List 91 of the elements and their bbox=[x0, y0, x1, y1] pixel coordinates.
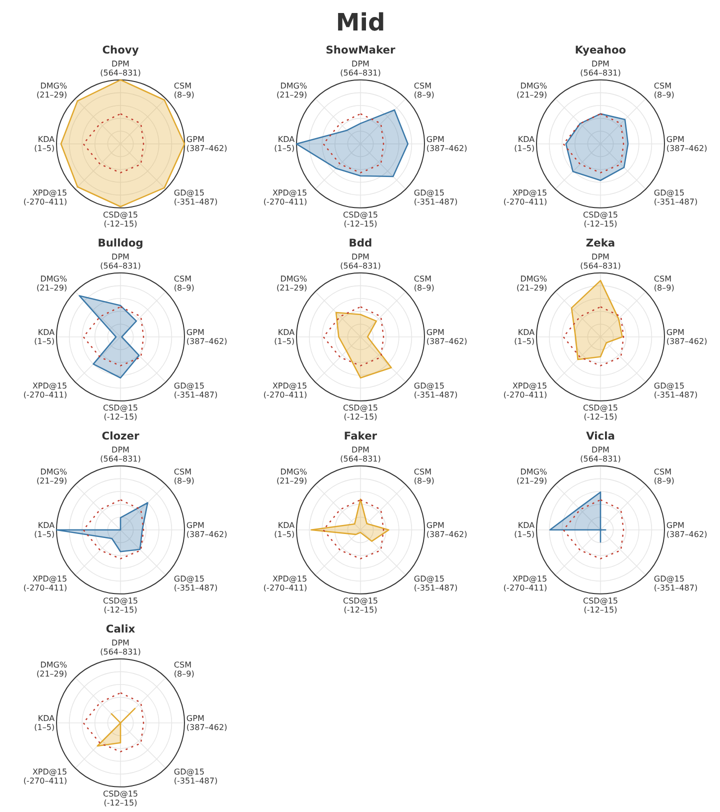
chart-title: Zeka bbox=[586, 236, 616, 250]
spoke-label: DMG% (21–29) bbox=[36, 468, 68, 486]
spoke-label: DMG% (21–29) bbox=[36, 82, 68, 100]
spoke-label: CSD@15 (-12–15) bbox=[343, 403, 378, 422]
spoke-label: DPM (564–831) bbox=[340, 59, 381, 78]
spoke-label: DMG% (21–29) bbox=[516, 82, 548, 100]
spoke-label: GD@15 (-351–487) bbox=[654, 188, 698, 206]
spoke-label: DMG% (21–29) bbox=[276, 468, 308, 486]
spoke-label: GD@15 (-351–487) bbox=[654, 574, 698, 592]
spoke-label: CSD@15 (-12–15) bbox=[583, 596, 618, 614]
spoke-label: CSD@15 (-12–15) bbox=[103, 789, 138, 808]
spoke-label: DMG% (21–29) bbox=[36, 274, 68, 292]
spoke-label: XPD@15 (-270–411) bbox=[23, 574, 68, 592]
spoke-label: DMG% (21–29) bbox=[36, 660, 68, 678]
spoke-label: DMG% (21–29) bbox=[276, 274, 308, 292]
spoke-label: KDA (1–5) bbox=[274, 134, 296, 153]
text: Mid bbox=[336, 8, 386, 36]
spoke-label: CSM (8–9) bbox=[414, 468, 434, 486]
spoke-label: DPM (564–831) bbox=[580, 445, 621, 464]
spoke-label: XPD@15 (-270–411) bbox=[23, 381, 68, 400]
spoke-label: GPM (387–462) bbox=[426, 328, 468, 346]
spoke-label: XPD@15 (-270–411) bbox=[263, 574, 308, 592]
spoke-label: GPM (387–462) bbox=[186, 714, 228, 732]
spoke-label: CSD@15 (-12–15) bbox=[103, 210, 138, 228]
spoke-label: KDA (1–5) bbox=[34, 134, 56, 153]
spoke-label: DPM (564–831) bbox=[100, 252, 141, 270]
spoke-label: CSM (8–9) bbox=[174, 468, 194, 486]
spoke-label: GPM (387–462) bbox=[186, 134, 228, 153]
spoke-label: XPD@15 (-270–411) bbox=[503, 381, 548, 400]
spoke-label: CSM (8–9) bbox=[174, 82, 194, 100]
spoke-label: CSD@15 (-12–15) bbox=[103, 596, 138, 614]
spoke-label: DMG% (21–29) bbox=[516, 274, 548, 292]
spoke-label: KDA (1–5) bbox=[34, 714, 56, 732]
spoke-label: GPM (387–462) bbox=[666, 328, 708, 346]
spoke-label: GD@15 (-351–487) bbox=[174, 381, 218, 400]
spoke-label: DMG% (21–29) bbox=[276, 82, 308, 100]
spoke-label: GD@15 (-351–487) bbox=[174, 188, 218, 206]
spoke-label: CSD@15 (-12–15) bbox=[343, 210, 378, 228]
spoke-label: CSD@15 (-12–15) bbox=[103, 403, 138, 422]
spoke-label: DPM (564–831) bbox=[580, 59, 621, 78]
spoke-label: CSM (8–9) bbox=[174, 660, 194, 678]
spoke-label: KDA (1–5) bbox=[34, 328, 56, 346]
spoke-label: GPM (387–462) bbox=[426, 134, 468, 153]
spoke-label: CSM (8–9) bbox=[654, 468, 674, 486]
spoke-label: CSM (8–9) bbox=[654, 82, 674, 100]
spoke-label: DPM (564–831) bbox=[100, 445, 141, 464]
spoke-label: GPM (387–462) bbox=[186, 328, 228, 346]
chart-title: Faker bbox=[344, 430, 378, 443]
chart-title: Clozer bbox=[102, 430, 140, 443]
spoke-label: CSD@15 (-12–15) bbox=[583, 403, 618, 422]
spoke-label: DMG% (21–29) bbox=[516, 468, 548, 486]
chart-title: ShowMaker bbox=[326, 44, 396, 57]
spoke-label: GD@15 (-351–487) bbox=[414, 574, 458, 592]
spoke-label: XPD@15 (-270–411) bbox=[23, 188, 68, 206]
spoke-label: DPM (564–831) bbox=[580, 252, 621, 270]
chart-title: Bdd bbox=[348, 236, 372, 250]
spoke-label: GPM (387–462) bbox=[186, 520, 228, 539]
spoke-label: KDA (1–5) bbox=[514, 520, 536, 539]
spoke-label: KDA (1–5) bbox=[274, 520, 296, 539]
spoke-label: GD@15 (-351–487) bbox=[654, 381, 698, 400]
spoke-label: DPM (564–831) bbox=[100, 638, 141, 656]
spoke-label: XPD@15 (-270–411) bbox=[263, 381, 308, 400]
spoke-label: DPM (564–831) bbox=[100, 59, 141, 78]
spoke-label: DPM (564–831) bbox=[340, 445, 381, 464]
spoke-label: CSD@15 (-12–15) bbox=[583, 210, 618, 228]
spoke-label: XPD@15 (-270–411) bbox=[503, 188, 548, 206]
spoke-label: GD@15 (-351–487) bbox=[174, 574, 218, 592]
spoke-label: GPM (387–462) bbox=[666, 520, 708, 539]
spoke-label: XPD@15 (-270–411) bbox=[23, 767, 68, 786]
chart-title: Bulldog bbox=[98, 236, 144, 250]
spoke-label: CSM (8–9) bbox=[654, 274, 674, 292]
chart-title: Calix bbox=[106, 622, 136, 636]
spoke-label: XPD@15 (-270–411) bbox=[503, 574, 548, 592]
spoke-label: CSD@15 (-12–15) bbox=[343, 596, 378, 614]
spoke-label: CSM (8–9) bbox=[414, 274, 434, 292]
spoke-label: CSM (8–9) bbox=[414, 82, 434, 100]
spoke-label: DPM (564–831) bbox=[340, 252, 381, 270]
spoke-label: GPM (387–462) bbox=[426, 520, 468, 539]
spoke-label: GPM (387–462) bbox=[666, 134, 708, 153]
spoke-label: KDA (1–5) bbox=[514, 134, 536, 153]
spoke-label: GD@15 (-351–487) bbox=[414, 381, 458, 400]
chart-title: Kyeahoo bbox=[574, 44, 626, 57]
chart-title: Chovy bbox=[102, 44, 139, 57]
spoke-label: GD@15 (-351–487) bbox=[174, 767, 218, 786]
spoke-label: KDA (1–5) bbox=[274, 328, 296, 346]
spoke-label: KDA (1–5) bbox=[514, 328, 536, 346]
spoke-label: GD@15 (-351–487) bbox=[414, 188, 458, 206]
spoke-label: CSM (8–9) bbox=[174, 274, 194, 292]
chart-title: Vicla bbox=[586, 430, 615, 443]
spoke-label: KDA (1–5) bbox=[34, 520, 56, 539]
spoke-label: XPD@15 (-270–411) bbox=[263, 188, 308, 206]
